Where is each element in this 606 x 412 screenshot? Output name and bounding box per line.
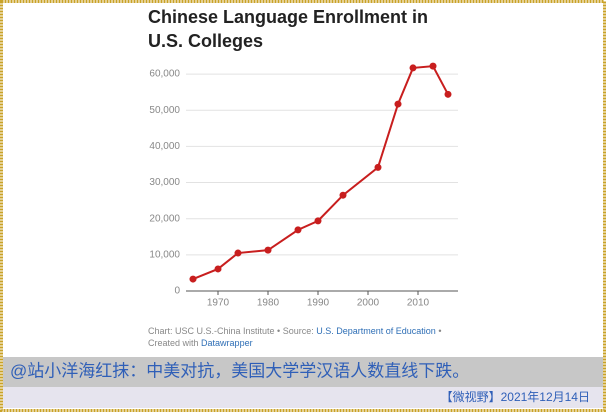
y-tick-label: 40,000 (149, 141, 180, 152)
point (339, 191, 347, 199)
credit-link[interactable]: Datawrapper (201, 338, 253, 348)
point (189, 275, 197, 283)
point (409, 64, 417, 72)
x-tick-label: 1970 (207, 298, 230, 309)
footer-bar (3, 387, 603, 408)
point (394, 100, 402, 108)
point (374, 163, 382, 171)
point (214, 265, 222, 273)
y-tick-label: 0 (174, 286, 180, 297)
point (429, 62, 437, 70)
y-tick-label: 60,000 (149, 69, 180, 80)
point (234, 249, 242, 257)
x-tick-label: 2010 (407, 298, 430, 309)
source-link[interactable]: U.S. Department of Education (316, 326, 436, 336)
point (444, 90, 452, 98)
chart-title: Chinese Language Enrollment in (148, 7, 428, 27)
y-tick-label: 50,000 (149, 105, 180, 116)
footer: 【微视野】2021年12月14日 (441, 389, 590, 404)
y-tick-label: 30,000 (149, 177, 180, 188)
credit: Created with Datawrapper (148, 338, 253, 348)
point (314, 217, 322, 225)
x-tick-label: 1980 (257, 298, 280, 309)
credit-text: Created with (148, 338, 199, 348)
separator: • (438, 326, 441, 336)
x-tick-label: 2000 (357, 298, 380, 309)
point (264, 246, 272, 254)
point (294, 226, 302, 234)
y-tick-label: 20,000 (149, 213, 180, 224)
x-tick-label: 1990 (307, 298, 330, 309)
y-tick-label: 10,000 (149, 249, 180, 260)
source: Chart: USC U.S.-China Institute • Source… (148, 326, 441, 336)
source-text: Chart: USC U.S.-China Institute • Source… (148, 326, 314, 336)
caption-bar (3, 357, 603, 387)
chart-title: U.S. Colleges (148, 31, 263, 51)
caption: @站小洋海红抹：中美对抗，美国大学学汉语人数直线下跌。 (10, 361, 469, 380)
